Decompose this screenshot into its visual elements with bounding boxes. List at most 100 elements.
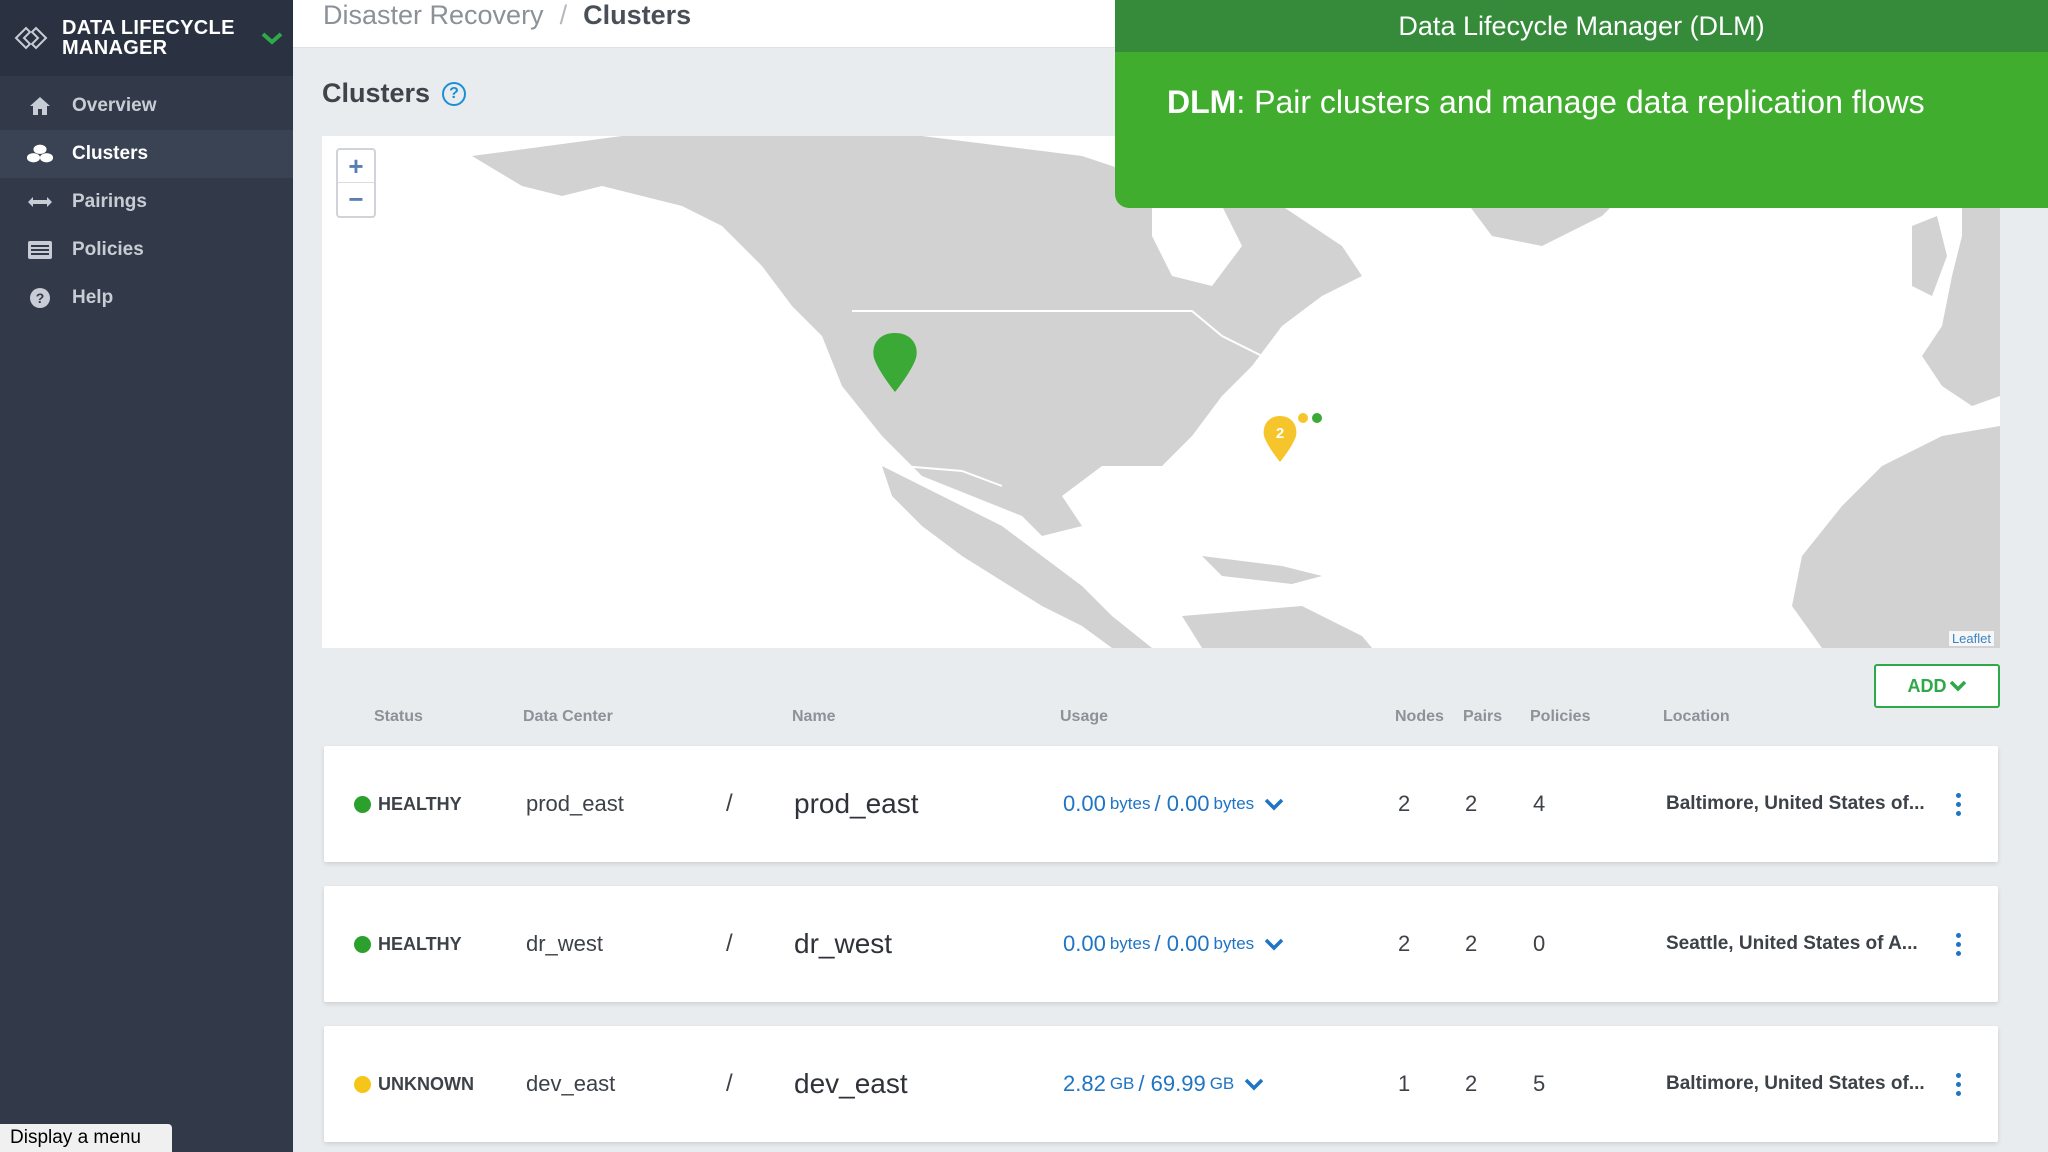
column-header-data-center[interactable]: Data Center	[523, 708, 613, 725]
zoom-in-button[interactable]: +	[338, 150, 374, 183]
table-row[interactable]: HEALTHY dr_west / dr_west 0.00 bytes/ 0.0…	[324, 886, 1998, 1002]
zoom-control: + −	[336, 148, 376, 218]
status-text: UNKNOWN	[378, 1073, 474, 1094]
sidebar-item-pairings[interactable]: Pairings	[0, 178, 293, 226]
help-circle-icon[interactable]: ?	[442, 81, 467, 106]
sidebar-item-label: Pairings	[72, 191, 147, 212]
column-header-nodes[interactable]: Nodes	[1395, 708, 1444, 725]
menu-tooltip: Display a menu	[0, 1124, 172, 1152]
clusters-icon	[26, 143, 54, 165]
breadcrumb: Disaster Recovery / Clusters	[323, 0, 691, 31]
chevron-down-icon	[1245, 1078, 1264, 1091]
sidebar-nav: Overview Clusters Pairings Policies ? He…	[0, 82, 293, 322]
page-title-text: Clusters	[322, 78, 431, 108]
usage-separator: /	[1154, 791, 1161, 816]
brand[interactable]: DATA LIFECYCLE MANAGER	[0, 0, 293, 76]
column-header-usage[interactable]: Usage	[1060, 708, 1109, 725]
page-title: Clusters ?	[322, 78, 467, 109]
usage-toggle[interactable]: 2.82 GB/ 69.99 GB	[1063, 1026, 1264, 1142]
svg-text:?: ?	[36, 290, 45, 306]
zoom-out-button[interactable]: −	[348, 184, 364, 214]
chevron-down-icon	[1264, 938, 1284, 951]
sidebar-item-overview[interactable]: Overview	[0, 82, 293, 130]
location-cell: Baltimore, United States of...	[1666, 793, 1925, 814]
status-dot	[354, 935, 371, 953]
banner-caption-bold: DLM	[1167, 84, 1237, 120]
brand-title: DATA LIFECYCLE MANAGER	[62, 17, 235, 59]
help-icon: ?	[26, 287, 54, 309]
pairs-count: 2	[1465, 931, 1478, 956]
sidebar-item-label: Overview	[72, 95, 157, 116]
breadcrumb-root[interactable]: Disaster Recovery	[323, 0, 544, 30]
breadcrumb-separator: /	[559, 0, 568, 30]
breadcrumb-current: Clusters	[583, 0, 692, 30]
usage-used: 0.00	[1063, 791, 1106, 816]
cluster-dot	[1298, 413, 1308, 423]
cluster-map[interactable]: 2 + − Leaflet	[322, 136, 2000, 648]
location-cell: Baltimore, United States of...	[1666, 1073, 1925, 1094]
sidebar: DATA LIFECYCLE MANAGER Overview Clusters…	[0, 0, 293, 1152]
usage-used-unit: GB	[1109, 1074, 1135, 1093]
status-dot	[354, 795, 371, 813]
sidebar-item-policies[interactable]: Policies	[0, 226, 293, 274]
cluster-marker-count: 2	[1276, 425, 1284, 442]
column-header-status[interactable]: Status	[374, 708, 423, 725]
sidebar-item-label: Clusters	[72, 143, 149, 164]
cluster-name[interactable]: dev_east	[794, 1068, 908, 1099]
cluster-dot	[1312, 413, 1322, 423]
name-separator: /	[726, 930, 733, 957]
kebab-icon	[1955, 1071, 1961, 1098]
status-cell: HEALTHY	[354, 746, 462, 862]
add-button-label: ADD	[1907, 675, 1947, 696]
usage-total-unit: GB	[1209, 1074, 1235, 1093]
cluster-name[interactable]: dr_west	[794, 928, 893, 959]
location-cell: Seattle, United States of A...	[1666, 933, 1918, 954]
data-center-cell: dev_east	[526, 1071, 616, 1096]
banner-caption: DLM: Pair clusters and manage data repli…	[1115, 52, 2048, 208]
usage-total-unit: bytes	[1213, 934, 1255, 953]
usage-toggle[interactable]: 0.00 bytes/ 0.00 bytes	[1063, 746, 1284, 862]
world-map: 2	[472, 136, 2000, 648]
row-menu-button[interactable]	[1948, 886, 1968, 1002]
sidebar-item-label: Help	[72, 287, 114, 308]
banner-title: Data Lifecycle Manager (DLM)	[1115, 0, 2048, 52]
column-header-location[interactable]: Location	[1663, 708, 1730, 725]
status-cell: HEALTHY	[354, 886, 462, 1002]
policies-count: 4	[1533, 791, 1546, 816]
usage-used: 2.82	[1063, 1071, 1106, 1096]
nodes-count: 2	[1398, 931, 1411, 956]
policies-icon	[26, 239, 54, 261]
usage-total: 69.99	[1150, 1071, 1206, 1096]
row-menu-button[interactable]	[1948, 746, 1968, 862]
add-button[interactable]: ADD	[1874, 664, 2000, 708]
data-center-cell: prod_east	[526, 791, 624, 816]
sidebar-item-help[interactable]: ? Help	[0, 274, 293, 322]
usage-used-unit: bytes	[1109, 794, 1151, 813]
usage-separator: /	[1138, 1071, 1145, 1096]
name-separator: /	[726, 790, 733, 817]
usage-total: 0.00	[1166, 791, 1210, 816]
home-icon	[26, 95, 54, 117]
column-header-policies[interactable]: Policies	[1530, 708, 1591, 725]
kebab-icon	[1955, 931, 1961, 958]
map-attribution[interactable]: Leaflet	[1948, 631, 1994, 646]
chevron-down-icon	[1264, 798, 1284, 811]
cluster-name[interactable]: prod_east	[794, 788, 919, 819]
chevron-down-icon	[1949, 680, 1966, 692]
dlm-logo-icon	[14, 26, 48, 50]
column-header-name[interactable]: Name	[792, 708, 836, 725]
table-row[interactable]: HEALTHY prod_east / prod_east 0.00 bytes /…	[324, 746, 1998, 862]
table-row[interactable]: UNKNOWN dev_east / dev_east 2.82 GB/ 69.9…	[324, 1026, 1998, 1142]
row-menu-button[interactable]	[1948, 1026, 1968, 1142]
sidebar-item-clusters[interactable]: Clusters	[0, 130, 293, 178]
status-dot	[354, 1075, 371, 1093]
usage-toggle[interactable]: 0.00 bytes/ 0.00 bytes	[1063, 886, 1284, 1002]
cluster-marker-east	[1263, 416, 1297, 462]
chevron-down-icon[interactable]	[260, 30, 284, 46]
nodes-count: 2	[1398, 791, 1411, 816]
pairs-count: 2	[1465, 1071, 1478, 1096]
usage-separator: /	[1154, 931, 1161, 956]
column-header-pairs[interactable]: Pairs	[1463, 708, 1503, 725]
pairings-icon	[26, 191, 54, 213]
status-cell: UNKNOWN	[354, 1026, 474, 1142]
